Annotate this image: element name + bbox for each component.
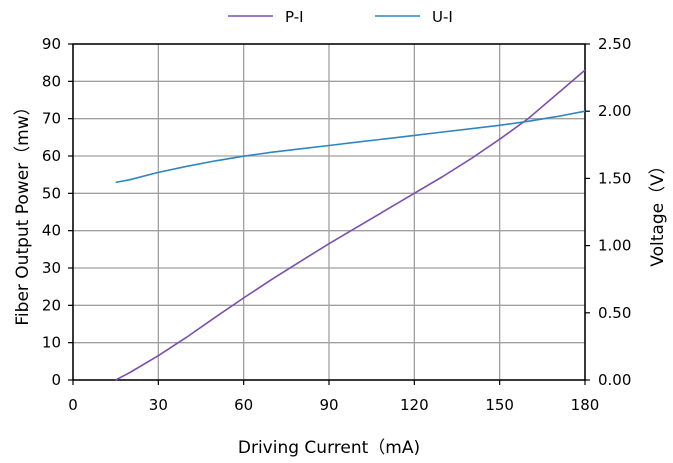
y2-tick-label-2: 1.00: [598, 237, 631, 255]
x-axis-title: Driving Current（mA): [238, 438, 420, 458]
y-tick-label-5: 50: [42, 184, 61, 202]
x-axis-ticks: 0 30 60 90 120 150 180: [68, 380, 599, 414]
y-tick-label-1: 10: [42, 334, 61, 352]
y-tick-label-8: 80: [42, 72, 61, 90]
legend: P-I U-I: [228, 8, 453, 26]
x-tick-label-0: 0: [68, 396, 78, 414]
series-line-p-i: [115, 69, 586, 381]
y-tick-label-3: 30: [42, 259, 61, 277]
y-tick-label-2: 20: [42, 296, 61, 314]
x-tick-label-6: 180: [571, 396, 600, 414]
legend-label-u-i: U-I: [432, 8, 453, 26]
x-tick-label-4: 120: [400, 396, 429, 414]
y-axis-ticks: 0 10 20 30 40 50 60 70 80 90: [42, 35, 73, 389]
series-layer: [115, 69, 586, 381]
x-tick-label-3: 90: [319, 396, 338, 414]
x-tick-label-1: 30: [149, 396, 168, 414]
y-tick-label-9: 90: [42, 35, 61, 53]
y-axis-title: Fiber Output Power（mw）: [13, 98, 33, 325]
y2-tick-label-1: 0.50: [598, 304, 631, 322]
y-tick-label-6: 60: [42, 147, 61, 165]
y2-axis-ticks: 0.00 0.50 1.00 1.50 2.00 2.50: [585, 35, 631, 389]
grid: [72, 43, 586, 381]
y2-tick-label-0: 0.00: [598, 371, 631, 389]
y-tick-label-4: 40: [42, 222, 61, 240]
y2-tick-label-5: 2.50: [598, 35, 631, 53]
x-tick-label-2: 60: [234, 396, 253, 414]
y2-tick-label-3: 1.50: [598, 169, 631, 187]
y-tick-label-7: 70: [42, 110, 61, 128]
y-tick-label-0: 0: [51, 371, 61, 389]
series-line-u-i: [115, 110, 586, 184]
legend-label-p-i: P-I: [285, 8, 304, 26]
y2-tick-label-4: 2.00: [598, 102, 631, 120]
y2-axis-title: Voltage（V）: [648, 157, 668, 266]
x-tick-label-5: 150: [485, 396, 514, 414]
